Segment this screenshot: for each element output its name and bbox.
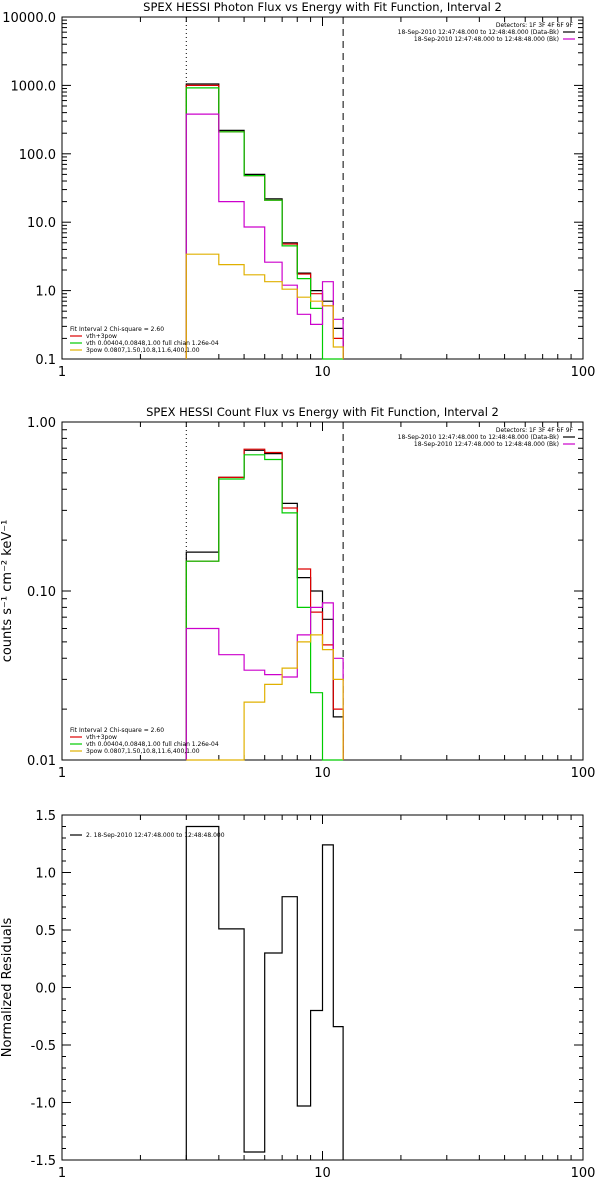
- series-1-histogram: [185, 825, 344, 1160]
- x-tick-label: 10: [314, 365, 331, 380]
- legend-label: 2. 18-Sep-2010 12:47:48.000 to 12:48:48.…: [86, 832, 225, 839]
- fit-legend-label: vth+3pow: [86, 734, 117, 741]
- fit-legend-label: vth 0.00404,0.0848,1.00 full chian 1.26e…: [86, 741, 219, 748]
- x-tick-label: 1: [58, 1166, 66, 1181]
- y-tick-label: -1.5: [31, 1154, 56, 1169]
- y-tick-label: 100.0: [19, 148, 56, 163]
- fit-legend-label: 3pow 0.0807,1.50,10.8,11.6,400,1.00: [86, 748, 200, 755]
- y-tick-label: 1.0: [35, 867, 56, 882]
- chart-title: SPEX HESSI Photon Flux vs Energy with Fi…: [143, 0, 502, 14]
- fit-legend-label: vth 0.00404,0.0848,1.00 full chian 1.26e…: [86, 340, 219, 347]
- x-tick-label: 10: [314, 1166, 331, 1181]
- x-tick-label: 100: [571, 766, 596, 781]
- y-tick-label: -0.5: [31, 1039, 56, 1054]
- series-1-histogram: [185, 83, 344, 359]
- header-legend-label: 18-Sep-2010 12:47:48.000 to 12:48:48.000…: [414, 441, 559, 448]
- fit-legend-label: vth+3pow: [86, 333, 117, 340]
- series-3-histogram: [185, 87, 344, 360]
- header-legend-label: 18-Sep-2010 12:47:48.000 to 12:48:48.000…: [398, 434, 559, 441]
- header-legend-label: 18-Sep-2010 12:47:48.000 to 12:48:48.000…: [398, 29, 559, 36]
- detectors-text: Detectors: 1F 3F 4F 6F 9F: [496, 427, 574, 434]
- x-tick-label: 1: [58, 766, 66, 781]
- y-tick-label: 1.00: [27, 416, 56, 431]
- y-tick-label: 1.5: [35, 809, 56, 824]
- x-tick-label: 100: [571, 1166, 596, 1181]
- series-2-histogram: [185, 84, 344, 359]
- series-5-histogram: [186, 634, 344, 761]
- series-4-histogram: [185, 602, 344, 760]
- series-1-histogram: [185, 449, 344, 760]
- y-tick-label: 0.10: [27, 585, 56, 600]
- fit-legend-label: 3pow 0.0807,1.50,10.8,11.6,400,1.00: [86, 347, 200, 354]
- detectors-text: Detectors: 1F 3F 4F 6F 9F: [496, 22, 574, 29]
- y-tick-label: 1.0: [35, 285, 56, 300]
- x-tick-label: 10: [314, 766, 331, 781]
- series-3-histogram: [185, 454, 344, 761]
- x-tick-label: 100: [571, 365, 596, 380]
- fit-info-title: Fit Interval 2 Chi-square = 2.60: [70, 326, 164, 333]
- x-tick-label: 1: [58, 365, 66, 380]
- fit-info-title: Fit Interval 2 Chi-square = 2.60: [70, 727, 164, 734]
- series-5-histogram: [185, 253, 344, 359]
- series-2-histogram: [185, 448, 344, 760]
- panel-1: SPEX HESSI Photon Flux vs Energy with Fi…: [2, 0, 595, 380]
- series-4-histogram: [185, 113, 344, 359]
- y-tick-label: 1000.0: [11, 79, 57, 94]
- y-axis-label: Normalized Residuals: [0, 918, 15, 1058]
- panel-2: SPEX HESSI Count Flux vs Energy with Fit…: [0, 405, 595, 781]
- y-tick-label: 0.1: [35, 353, 56, 368]
- y-tick-label: 0.0: [35, 982, 56, 997]
- chart-title: SPEX HESSI Count Flux vs Energy with Fit…: [146, 405, 499, 419]
- y-tick-label: 0.01: [27, 754, 56, 769]
- y-tick-label: 10000.0: [2, 11, 56, 26]
- y-tick-label: -1.0: [31, 1097, 56, 1112]
- y-axis-label: counts s⁻¹ cm⁻² keV⁻¹: [0, 520, 15, 663]
- header-legend-label: 18-Sep-2010 12:47:48.000 to 12:48:48.000…: [414, 36, 559, 43]
- panel-3: 1 10 100 -1.5 -1.0 -0.5 0.0 0.5 1.0 1.5 Normalized…: [0, 809, 595, 1181]
- y-tick-label: 10.0: [27, 216, 56, 231]
- y-tick-label: 0.5: [35, 924, 56, 939]
